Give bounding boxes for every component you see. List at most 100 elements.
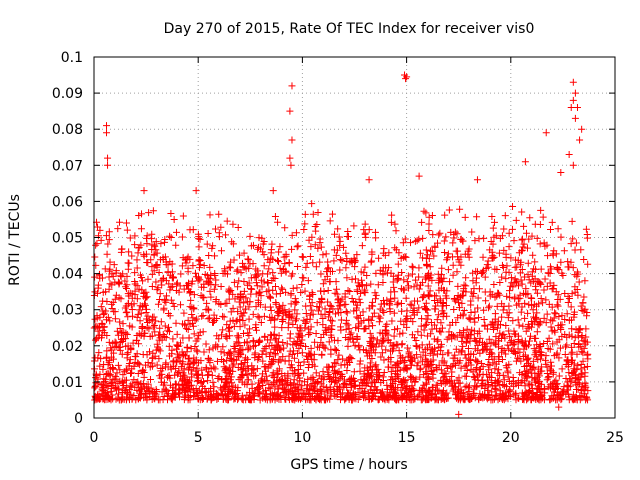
data-point xyxy=(476,349,484,357)
data-point xyxy=(212,343,220,351)
data-point xyxy=(294,349,302,357)
data-point xyxy=(426,349,434,357)
data-point xyxy=(376,266,384,274)
data-point xyxy=(513,278,521,286)
data-point xyxy=(363,271,371,279)
data-point xyxy=(556,344,564,352)
data-point xyxy=(353,333,361,341)
data-point xyxy=(260,363,268,371)
data-point xyxy=(462,361,470,369)
data-point xyxy=(356,299,364,307)
data-point xyxy=(463,325,471,333)
data-point xyxy=(526,380,534,388)
data-point xyxy=(426,274,434,282)
data-point xyxy=(554,322,562,330)
data-point xyxy=(172,228,180,236)
data-point xyxy=(294,369,302,377)
data-point xyxy=(488,388,496,396)
data-point xyxy=(252,303,260,311)
data-point xyxy=(336,374,344,382)
data-point xyxy=(527,294,535,302)
data-point xyxy=(380,309,388,317)
data-point xyxy=(447,363,455,371)
data-point xyxy=(327,390,335,398)
data-point xyxy=(278,284,286,292)
data-point xyxy=(205,368,213,376)
data-point xyxy=(131,291,139,299)
data-point xyxy=(572,378,580,386)
data-point xyxy=(408,270,416,278)
data-point xyxy=(165,323,173,331)
data-point xyxy=(437,347,445,355)
data-point xyxy=(533,289,541,297)
data-point xyxy=(428,247,436,255)
data-point xyxy=(185,394,193,402)
data-point xyxy=(581,383,589,391)
data-point xyxy=(254,243,262,251)
data-point xyxy=(96,362,104,370)
data-point xyxy=(257,318,265,326)
data-point xyxy=(476,390,484,398)
data-point xyxy=(514,354,522,362)
data-point xyxy=(160,392,168,400)
data-point xyxy=(97,303,105,311)
data-point xyxy=(366,329,374,337)
data-point xyxy=(123,226,131,234)
data-point xyxy=(161,297,169,305)
data-point xyxy=(464,331,472,339)
data-point xyxy=(103,370,111,378)
data-point xyxy=(295,331,303,339)
outlier-point xyxy=(573,104,581,112)
data-point xyxy=(317,310,325,318)
data-point xyxy=(93,223,101,231)
data-point xyxy=(259,248,267,256)
data-point xyxy=(281,224,289,232)
data-point xyxy=(116,346,124,354)
data-point xyxy=(526,214,534,222)
data-point xyxy=(262,386,270,394)
data-point xyxy=(136,317,144,325)
data-point xyxy=(567,303,575,311)
data-point xyxy=(284,372,292,380)
data-point xyxy=(296,362,304,370)
data-point xyxy=(360,226,368,234)
data-point xyxy=(156,347,164,355)
data-point xyxy=(457,312,465,320)
data-point xyxy=(474,330,482,338)
data-point xyxy=(422,306,430,314)
data-point xyxy=(359,308,367,316)
data-point xyxy=(191,316,199,324)
data-point xyxy=(569,235,577,243)
data-point xyxy=(391,326,399,334)
data-point xyxy=(133,282,141,290)
data-point xyxy=(274,370,282,378)
data-point xyxy=(270,373,278,381)
data-point xyxy=(361,289,369,297)
data-point xyxy=(479,394,487,402)
data-point xyxy=(366,339,374,347)
data-point xyxy=(499,381,507,389)
data-point xyxy=(461,213,469,221)
data-point xyxy=(222,382,230,390)
y-tick-label: 0.02 xyxy=(52,339,83,355)
data-point xyxy=(225,366,233,374)
data-point xyxy=(336,255,344,263)
data-point xyxy=(162,298,170,306)
data-point xyxy=(520,395,528,403)
data-point xyxy=(462,274,470,282)
data-point xyxy=(500,330,508,338)
data-point xyxy=(277,269,285,277)
data-point xyxy=(293,243,301,251)
x-tick-label: 5 xyxy=(194,430,203,446)
data-point xyxy=(421,321,429,329)
data-point xyxy=(206,314,214,322)
data-point xyxy=(279,265,287,273)
data-point xyxy=(511,263,519,271)
data-point xyxy=(306,252,314,260)
data-point xyxy=(381,251,389,259)
data-point xyxy=(260,312,268,320)
data-point xyxy=(150,241,158,249)
data-point xyxy=(306,292,314,300)
data-point xyxy=(412,342,420,350)
data-point xyxy=(451,361,459,369)
